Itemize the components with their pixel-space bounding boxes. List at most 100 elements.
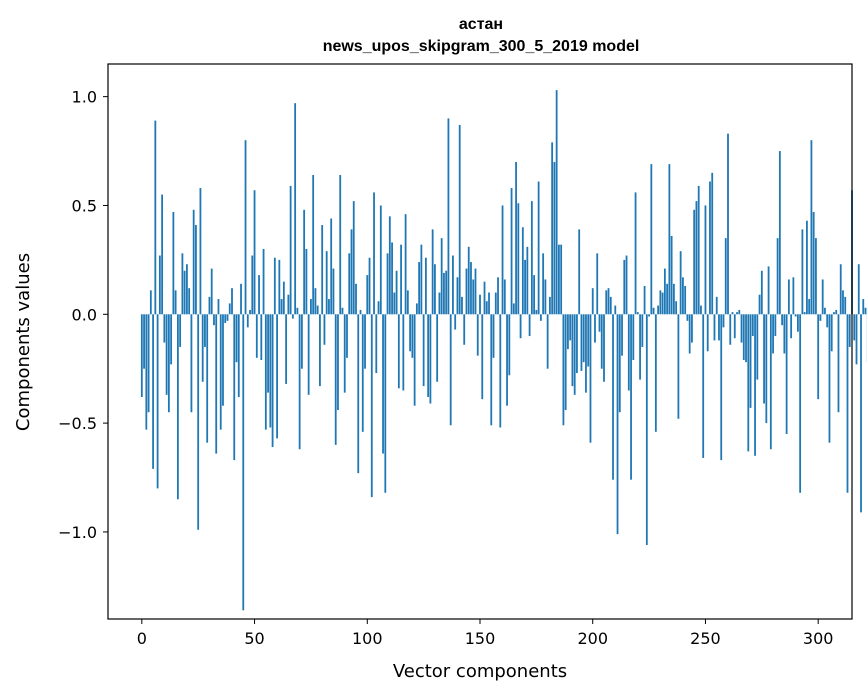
bar xyxy=(219,314,222,430)
bar xyxy=(438,292,441,315)
bar xyxy=(208,296,211,315)
bar xyxy=(195,225,197,315)
bar xyxy=(796,314,799,332)
bar xyxy=(181,253,184,315)
bar xyxy=(359,309,362,315)
bar xyxy=(585,314,587,393)
bar xyxy=(749,314,752,408)
x-tick-label: 0 xyxy=(137,629,147,648)
bar xyxy=(269,314,272,428)
bar xyxy=(291,314,294,319)
bar xyxy=(659,290,662,315)
bar xyxy=(745,314,747,363)
bar xyxy=(609,296,612,315)
bar xyxy=(758,294,761,315)
bar xyxy=(253,190,256,315)
bar xyxy=(400,244,402,315)
bar xyxy=(235,314,238,363)
bar xyxy=(179,314,182,347)
bar xyxy=(422,314,425,387)
bar xyxy=(474,268,477,315)
bar xyxy=(573,314,576,395)
bar xyxy=(623,259,626,315)
bar xyxy=(355,283,357,315)
bar xyxy=(512,303,515,315)
bar xyxy=(307,314,310,395)
bar xyxy=(819,314,822,321)
bar xyxy=(411,314,414,358)
bar xyxy=(736,312,738,315)
bar xyxy=(458,124,461,315)
bar xyxy=(564,314,567,411)
bar xyxy=(289,185,292,315)
bar xyxy=(530,201,533,315)
x-axis-label: Vector components xyxy=(393,661,567,682)
bar xyxy=(418,262,421,315)
bar xyxy=(826,314,829,328)
bar xyxy=(366,275,369,315)
bar xyxy=(373,192,375,315)
bar xyxy=(560,244,563,315)
bar xyxy=(393,292,396,315)
bar xyxy=(738,309,741,315)
bar xyxy=(332,268,335,315)
bar xyxy=(492,314,495,358)
bar xyxy=(515,161,517,315)
bar xyxy=(776,238,779,315)
bar xyxy=(467,246,470,315)
bar xyxy=(391,242,393,315)
bar xyxy=(686,314,689,321)
bar xyxy=(255,314,258,358)
bar xyxy=(271,314,274,448)
bar xyxy=(172,212,175,315)
bar xyxy=(312,175,315,315)
x-tick-label: 200 xyxy=(577,629,608,648)
bar xyxy=(706,314,709,352)
bar xyxy=(402,314,405,391)
bar xyxy=(499,314,502,428)
bar xyxy=(298,314,301,450)
bar xyxy=(406,290,409,315)
bar xyxy=(388,216,391,315)
bar xyxy=(709,181,711,315)
bar xyxy=(815,238,817,315)
bar xyxy=(186,264,188,315)
bar xyxy=(470,262,472,315)
bar xyxy=(303,209,306,315)
bar xyxy=(821,279,824,315)
bar xyxy=(636,312,639,315)
bar xyxy=(368,257,371,315)
x-tick-label: 150 xyxy=(465,629,496,648)
bar xyxy=(654,314,657,432)
bar xyxy=(666,283,669,315)
bar xyxy=(224,314,227,323)
bar xyxy=(544,279,547,315)
bar xyxy=(772,314,774,354)
bar xyxy=(855,314,858,365)
bar xyxy=(145,314,148,430)
bar xyxy=(792,277,795,315)
bar xyxy=(384,314,387,493)
bar xyxy=(562,314,565,426)
bar xyxy=(657,305,660,315)
bar xyxy=(348,253,351,315)
bar xyxy=(163,314,166,343)
bar xyxy=(756,314,759,380)
bar xyxy=(630,314,632,480)
bar xyxy=(140,314,143,397)
bar xyxy=(621,314,623,356)
bar xyxy=(567,314,569,350)
bar xyxy=(517,203,520,315)
bar xyxy=(715,296,718,315)
bar xyxy=(413,314,416,406)
bar xyxy=(158,255,161,315)
bar xyxy=(456,277,459,315)
bar xyxy=(222,314,224,406)
bar xyxy=(607,288,610,315)
bar xyxy=(830,314,833,352)
bar xyxy=(445,270,448,315)
y-axis-label: Components values xyxy=(13,253,34,431)
bar xyxy=(287,294,290,315)
bar xyxy=(846,314,849,493)
